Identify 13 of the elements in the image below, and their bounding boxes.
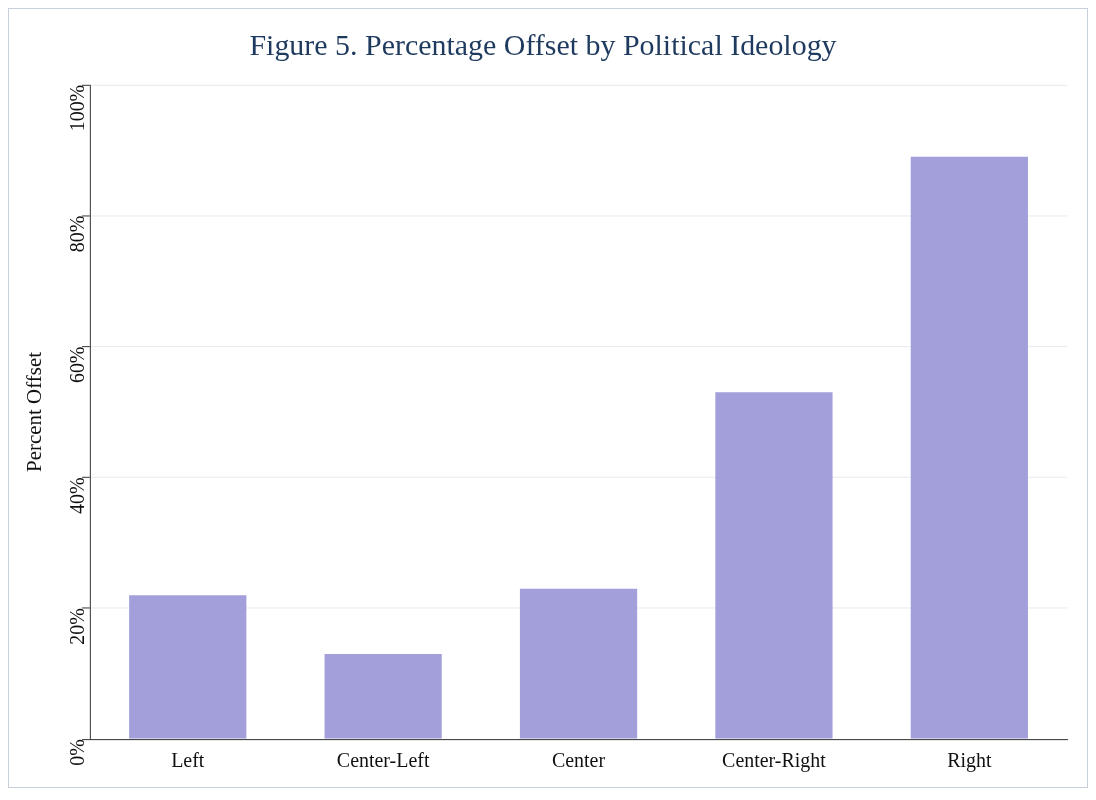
x-tick-label: Center-Left (336, 749, 430, 772)
y-tick-label: 0% (66, 739, 89, 766)
x-tick-label: Right (947, 749, 992, 773)
y-tick-label: 20% (66, 608, 89, 645)
y-tick-label: 40% (66, 477, 89, 514)
y-tick-label: 80% (66, 215, 89, 253)
x-tick-label: Center (551, 749, 606, 772)
y-tick-label: 100% (66, 84, 89, 132)
chart-title: Figure 5. Percentage Offset by Political Ideology (249, 27, 837, 61)
y-axis-title: Percent Offset (22, 351, 47, 472)
y-tick-label: 60% (66, 346, 89, 384)
x-tick-label: Center-Right (722, 749, 827, 773)
x-tick-label: Left (171, 749, 205, 772)
